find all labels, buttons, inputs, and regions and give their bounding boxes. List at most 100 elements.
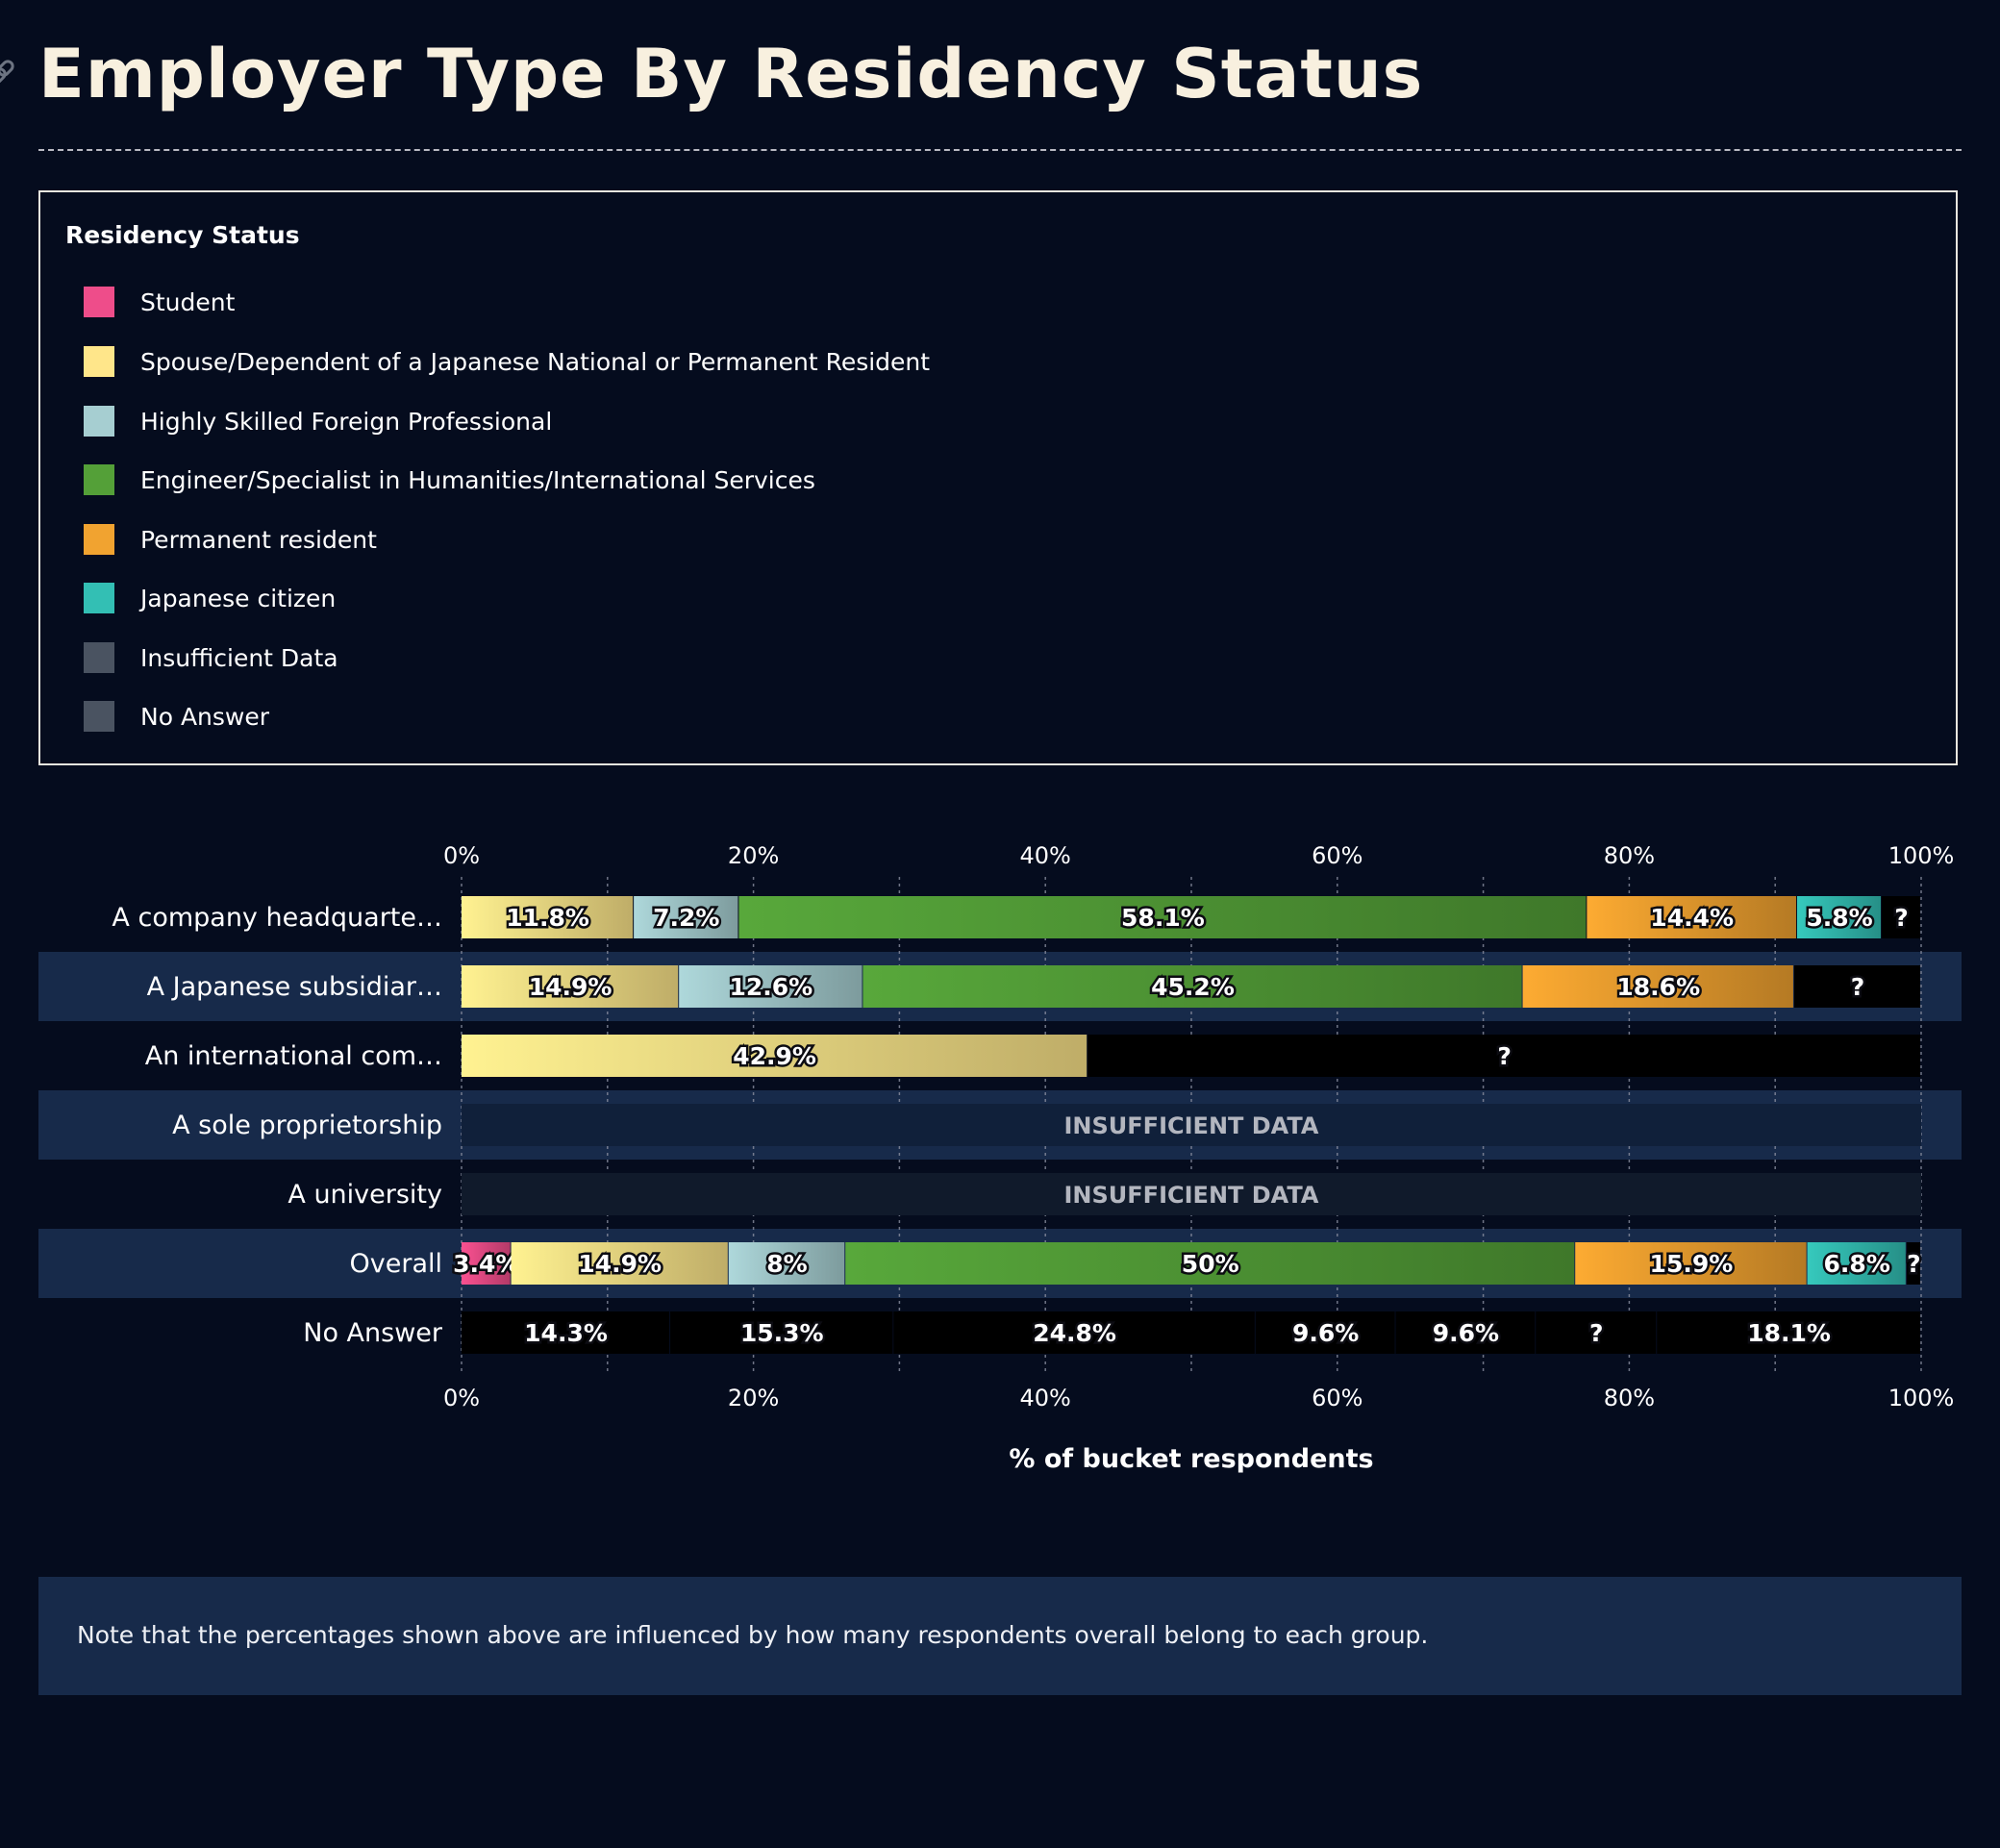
x-tick-label: 80%	[1604, 1385, 1655, 1411]
link-icon[interactable]	[0, 58, 21, 96]
bar-segment	[1657, 1311, 1920, 1354]
x-tick-label: 0%	[443, 842, 480, 869]
data-label: 5.8%	[1806, 904, 1872, 932]
category-label: A university	[288, 1180, 442, 1210]
bar-segment	[1395, 1311, 1536, 1354]
legend-swatch	[84, 642, 114, 673]
note-box: Note that the percentages shown above ar…	[38, 1577, 1962, 1695]
x-axis-label: % of bucket respondents	[1009, 1444, 1373, 1474]
bar-segment	[1575, 1242, 1807, 1285]
category-label: No Answer	[303, 1318, 443, 1348]
data-label: 8%	[766, 1250, 807, 1278]
bar-segment	[670, 1311, 893, 1354]
x-tick-label: 0%	[443, 1385, 480, 1411]
data-label: 15.3%	[740, 1319, 824, 1347]
data-label: 14.9%	[529, 973, 612, 1001]
bar-segment	[462, 1242, 511, 1285]
note-text: Note that the percentages shown above ar…	[77, 1621, 1429, 1649]
data-label: ?	[1589, 1319, 1604, 1347]
bar-segment	[679, 965, 862, 1008]
x-tick-label: 20%	[728, 842, 779, 869]
category-label: A company headquarte…	[112, 903, 442, 933]
category-label: A sole proprietorship	[172, 1111, 442, 1140]
data-label: ?	[1907, 1250, 1921, 1278]
data-label: 24.8%	[1033, 1319, 1116, 1347]
data-label: 12.6%	[729, 973, 812, 1001]
legend-swatch	[84, 701, 114, 732]
x-tick-label: 60%	[1312, 1385, 1362, 1411]
data-label: 58.1%	[1121, 904, 1205, 932]
data-label: 9.6%	[1292, 1319, 1359, 1347]
data-label: ?	[1851, 973, 1865, 1001]
legend-label: Highly Skilled Foreign Professional	[140, 407, 553, 436]
data-label: 14.9%	[578, 1250, 662, 1278]
page-title: Employer Type By Residency Status	[38, 35, 1424, 113]
bar-segment	[462, 896, 634, 938]
legend-title: Residency Status	[65, 221, 300, 249]
legend-swatch	[84, 406, 114, 437]
legend-label: Student	[140, 287, 236, 316]
data-label: 14.4%	[1650, 904, 1734, 932]
insufficient-bar	[462, 1173, 1921, 1215]
stacked-bar-chart: 0% 0% 20% 20% 40% 40% 60% 60% 80% 80% 100% 100% % of…	[38, 842, 1962, 1474]
bar-segment	[738, 896, 1587, 938]
data-label: 45.2%	[1151, 973, 1235, 1001]
legend-swatch	[84, 583, 114, 613]
data-label: ?	[1497, 1042, 1512, 1070]
legend-item-insufficient-data[interactable]: Insufficient Data	[84, 638, 338, 677]
legend-item-student[interactable]: Student	[84, 283, 235, 321]
bar-segment	[862, 965, 1522, 1008]
bar-segment	[1906, 1242, 1920, 1285]
legend-label: No Answer	[140, 702, 270, 731]
legend-item-engineer-specialist[interactable]: Engineer/Specialist in Humanities/Intern…	[84, 461, 815, 499]
data-label: 3.4%	[453, 1250, 519, 1278]
insufficient-data-label: INSUFFICIENT DATA	[1064, 1182, 1319, 1209]
data-label: ?	[1894, 904, 1909, 932]
legend-item-no-answer[interactable]: No Answer	[84, 697, 269, 736]
bar-segment	[1536, 1311, 1657, 1354]
insufficient-data-label: INSUFFICIENT DATA	[1064, 1112, 1319, 1139]
bar-segment	[1088, 1035, 1920, 1077]
category-label: A Japanese subsidiar…	[147, 972, 442, 1002]
legend: Residency Status Student Spouse/Dependen…	[38, 190, 1958, 765]
x-tick-label: 100%	[1888, 842, 1955, 869]
bar-segment	[462, 1311, 670, 1354]
legend-item-permanent-resident[interactable]: Permanent resident	[84, 520, 377, 559]
legend-label: Permanent resident	[140, 525, 377, 554]
x-tick-label: 100%	[1888, 1385, 1955, 1411]
bar-segment	[1522, 965, 1793, 1008]
legend-item-spouse-dependent[interactable]: Spouse/Dependent of a Japanese National …	[84, 342, 930, 381]
legend-item-highly-skilled[interactable]: Highly Skilled Foreign Professional	[84, 402, 552, 440]
x-tick-label: 20%	[728, 1385, 779, 1411]
bar-segment	[893, 1311, 1255, 1354]
bar-segment	[1807, 1242, 1906, 1285]
data-label: 18.1%	[1747, 1319, 1831, 1347]
bar-segment	[462, 965, 679, 1008]
bar-segment	[1796, 896, 1882, 938]
data-label: 11.8%	[506, 904, 589, 932]
bar-segment	[1882, 896, 1920, 938]
x-tick-label: 80%	[1604, 842, 1655, 869]
legend-label: Japanese citizen	[140, 584, 337, 612]
legend-item-japanese-citizen[interactable]: Japanese citizen	[84, 579, 336, 617]
bar-segment	[634, 896, 738, 938]
data-label: 15.9%	[1650, 1250, 1734, 1278]
x-tick-label: 40%	[1020, 842, 1071, 869]
legend-swatch	[84, 464, 114, 495]
data-label: 14.3%	[524, 1319, 608, 1347]
legend-label: Spouse/Dependent of a Japanese National …	[140, 347, 931, 376]
insufficient-bar	[462, 1104, 1921, 1146]
bar-segment	[462, 1035, 1088, 1077]
data-label: 9.6%	[1433, 1319, 1499, 1347]
bar-segment	[728, 1242, 845, 1285]
legend-swatch	[84, 346, 114, 377]
bar-segment	[1255, 1311, 1395, 1354]
legend-swatch	[84, 287, 114, 317]
data-label: 50%	[1182, 1250, 1239, 1278]
legend-label: Insufficient Data	[140, 643, 338, 672]
category-label: Overall	[350, 1249, 443, 1279]
bar-segment	[845, 1242, 1575, 1285]
bar-segment	[1793, 965, 1920, 1008]
bar-segment	[511, 1242, 728, 1285]
title-divider	[38, 149, 1962, 151]
